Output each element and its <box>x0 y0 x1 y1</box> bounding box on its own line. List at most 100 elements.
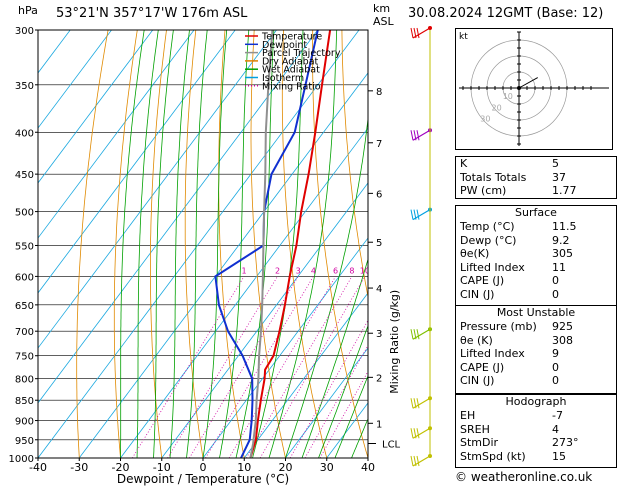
mixing-ratio-line <box>131 276 245 458</box>
dewpoint-line <box>214 30 319 458</box>
row-value: 308 <box>552 333 573 347</box>
wind-barb-flag <box>413 398 417 409</box>
row-value: 11 <box>552 260 566 274</box>
surface-row: CAPE (J) 0 <box>456 274 616 288</box>
legend-label: Dewpoint <box>262 40 307 51</box>
pressure-tick-label: 300 <box>15 26 34 37</box>
wet-adiabat <box>219 30 250 458</box>
pressure-tick-label: 950 <box>15 436 34 447</box>
row-label: PW (cm) <box>460 184 507 198</box>
surface-row: Lifted Index 11 <box>456 261 616 275</box>
km-tick-label: 3 <box>376 329 382 340</box>
wet-adiabat <box>285 114 368 458</box>
wet-adiabat <box>268 30 338 458</box>
row-value: 0 <box>552 374 559 388</box>
wind-barb-flag <box>410 27 414 39</box>
temperature-tick-label: -10 <box>153 461 171 474</box>
station-location: 53°21'N 357°17'W 176m ASL <box>56 6 248 21</box>
km-tick-label: 4 <box>376 284 382 295</box>
copyright-footer: © weatheronline.co.uk <box>455 470 593 484</box>
mixing-ratio-line <box>319 370 368 458</box>
mixing-ratio-label: 8 <box>349 266 354 275</box>
row-value: 9 <box>552 347 559 361</box>
wind-barb-flag <box>416 428 420 439</box>
wind-barb-flag <box>416 398 420 409</box>
wind-barb-flag <box>410 398 414 409</box>
mixing-ratio-label: 3 <box>296 266 301 275</box>
row-label: CAPE (J) <box>460 274 505 288</box>
skew-t-chart: 1 2 3 4 6 8 10 16 20 2530035040045050055060065070… <box>9 6 450 486</box>
pressure-tick-label: 1000 <box>9 454 34 465</box>
mixing-ratio-label: 6 <box>333 266 338 275</box>
wet-adiabat <box>153 30 174 458</box>
lcl-label: LCL <box>382 439 401 450</box>
wind-barb-flag <box>413 329 417 340</box>
parcel-trajectory-line <box>249 30 274 458</box>
indices-row: Totals Totals 37 <box>456 171 616 185</box>
mixing-ratio-label: 10 <box>360 266 370 275</box>
mixing-ratio-line <box>304 344 368 458</box>
isotherm-line <box>161 182 368 458</box>
hodo_table-title: Hodograph <box>505 395 567 408</box>
isotherm-line <box>78 72 368 458</box>
km-label: km <box>373 2 391 15</box>
dry-adiabat <box>341 30 368 299</box>
pressure-tick-label: 850 <box>15 396 34 407</box>
row-label: EH <box>460 409 476 422</box>
row-label: CIN (J) <box>460 287 495 301</box>
dry-adiabat <box>428 6 450 476</box>
isotherm-line <box>38 30 154 184</box>
mixing-ratio-label: 2 <box>275 266 280 275</box>
indices-row: PW (cm) 1.77 <box>456 184 616 198</box>
legend-label: Wet Adiabat <box>262 65 320 76</box>
row-label: Lifted Index <box>460 347 525 361</box>
temperature-tick-label: -40 <box>29 461 47 474</box>
row-label: SREH <box>460 422 490 436</box>
mixing-ratio-label: 25 <box>416 266 426 275</box>
wind-barb-flag <box>410 130 414 141</box>
row-label: StmSpd (kt) <box>460 449 526 463</box>
hodo_table-row: EH -7 <box>456 409 616 423</box>
temperature-tick-label: -20 <box>112 461 130 474</box>
unstable-title: Most Unstable <box>496 306 576 319</box>
row-value: 925 <box>552 320 573 333</box>
wet-adiabat <box>318 324 368 458</box>
wind-barb-flag <box>413 455 417 467</box>
indices-panel: K 5 Totals Totals 37 PW (cm) 1.77 <box>455 156 617 199</box>
dry-adiabat <box>150 30 167 458</box>
pressure-tick-label: 350 <box>15 81 34 92</box>
hodograph-origin <box>517 86 521 90</box>
wind-barb-flag <box>413 209 417 220</box>
km-tick-label: 5 <box>376 238 382 249</box>
wet-adiabat <box>186 30 208 458</box>
isotherm-line <box>367 457 368 458</box>
wind-barb-flag <box>413 27 417 39</box>
surface-row: Temp (°C) 11.5 <box>456 220 616 234</box>
isotherm-line <box>243 292 368 458</box>
pressure-tick-label: 800 <box>15 375 34 386</box>
hodograph-ring-label: 20 <box>492 103 502 112</box>
dry-adiabat <box>113 30 138 458</box>
wet-adiabat <box>367 457 368 458</box>
km-tick-label: 2 <box>376 373 382 384</box>
dry-adiabat <box>76 30 109 458</box>
row-value: 9.2 <box>552 233 570 247</box>
isotherm-line <box>38 30 360 458</box>
row-value: 15 <box>552 449 566 463</box>
wet-adiabat <box>202 30 228 458</box>
mixing-ratio-label: 1 <box>242 266 247 275</box>
row-value: 1.77 <box>552 184 577 198</box>
mixing-ratio-label: 20 <box>402 266 412 275</box>
temperature-line <box>249 30 332 458</box>
row-label: CIN (J) <box>460 374 495 388</box>
surface-row: θe(K) 305 <box>456 247 616 261</box>
row-value: 0 <box>552 360 559 374</box>
isotherm-line <box>284 347 368 458</box>
wet-adiabat <box>169 30 190 458</box>
wind-barb-flag <box>410 455 414 467</box>
pressure-tick-label: 900 <box>15 417 34 428</box>
hodograph-frame <box>455 28 613 150</box>
legend-label: Temperature <box>261 32 322 43</box>
